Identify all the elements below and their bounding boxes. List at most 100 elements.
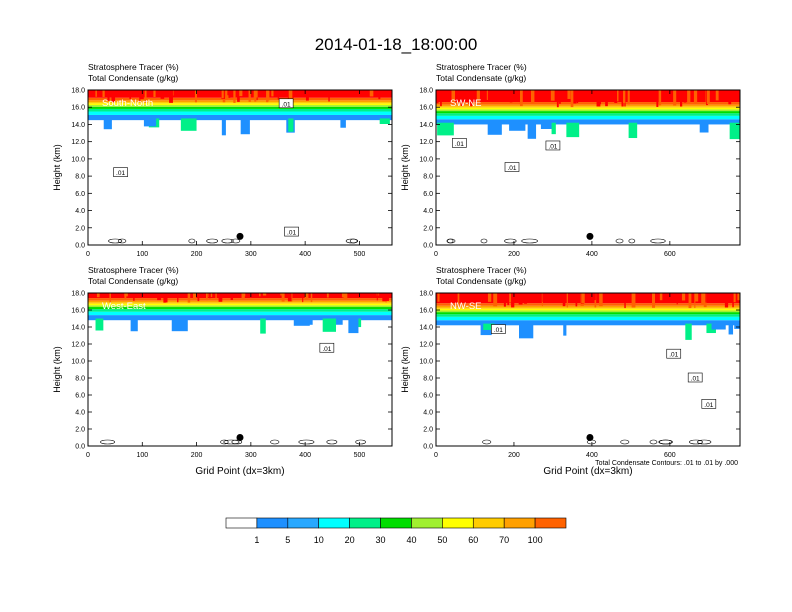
location-marker	[236, 232, 244, 240]
colorbar-swatch	[380, 517, 412, 529]
tracer-streak	[310, 293, 313, 303]
y-tick-label: 0.0	[75, 243, 85, 250]
y-tick-label: 12.0	[71, 139, 85, 146]
location-marker	[586, 434, 594, 441]
tracer-streak	[524, 293, 527, 304]
tracer-dip	[95, 318, 104, 331]
tracer-streak	[343, 293, 348, 300]
tracer-streak	[486, 90, 488, 100]
colorbar-label: 20	[345, 535, 355, 545]
tracer-dip	[540, 122, 553, 129]
tracer-streak	[581, 293, 585, 304]
tracer-streak	[231, 293, 234, 298]
tracer-band	[436, 102, 740, 105]
tracer-band	[88, 303, 392, 306]
x-tick-label: 400	[586, 251, 598, 258]
plot-frame	[87, 292, 393, 447]
condensate-contour	[521, 238, 538, 244]
y-tick-label: 18.0	[71, 291, 85, 298]
contour-label-box	[113, 167, 128, 177]
x-tick-label: 200	[508, 452, 520, 459]
panel-west-east: .01 Stratosphere Tracer (%)Total Condensa…	[52, 265, 393, 477]
tracer-streak	[693, 90, 698, 103]
tracer-streak	[518, 293, 523, 305]
tracer-streak	[378, 90, 381, 100]
x-tick-label: 0	[86, 251, 90, 258]
tracer-streak	[382, 293, 386, 302]
x-tick-label: 600	[664, 452, 676, 459]
condensate-contour	[231, 439, 243, 445]
panel-label: SW-NE	[450, 98, 482, 109]
y-tick-label: 4.0	[75, 410, 85, 417]
tracer-dip	[711, 323, 726, 330]
y-tick-label: 6.0	[423, 393, 433, 400]
x-tick-label: 400	[586, 452, 598, 459]
y-tick-label: 2.0	[423, 427, 433, 434]
tracer-streak	[153, 90, 156, 98]
tracer-streak	[520, 90, 523, 107]
tracer-dip	[563, 323, 567, 336]
tracer-streak	[487, 293, 492, 302]
plot-frame	[435, 292, 741, 447]
tracer-streak	[117, 293, 120, 297]
condensate-contour	[118, 238, 127, 244]
tracer-dip	[329, 318, 343, 325]
x-tick-label: 300	[245, 452, 257, 459]
y-tick-label: 10.0	[419, 359, 433, 366]
tracer-band	[88, 108, 392, 112]
tracer-streak	[570, 90, 574, 108]
tracer-streak	[476, 90, 480, 103]
tracer-streak	[256, 293, 260, 297]
tracer-dip	[180, 118, 197, 131]
x-tick-label: 400	[299, 251, 311, 258]
tracer-streak	[706, 90, 710, 105]
y-tick-label: 2.0	[75, 225, 85, 232]
tracer-streak	[621, 90, 624, 107]
colorbar-label: 1	[254, 535, 259, 545]
tracer-streak	[169, 90, 173, 103]
colorbar-swatch	[411, 517, 443, 529]
tracer-band	[436, 316, 740, 321]
tracer-streak	[266, 90, 269, 103]
tracer-band	[88, 100, 392, 103]
tracer-streak	[225, 90, 229, 101]
contour-label: .01	[494, 327, 503, 334]
x-tick-label: 100	[136, 452, 148, 459]
tracer-dip	[340, 118, 346, 128]
tracer-dip	[706, 323, 716, 334]
tracer-streak	[139, 90, 144, 100]
tracer-band	[88, 97, 392, 101]
colorbar-swatch	[287, 517, 320, 529]
tracer-streak	[165, 293, 168, 303]
tracer-streak	[221, 90, 224, 99]
tracer-streak	[96, 293, 100, 298]
tracer-band	[436, 312, 740, 315]
tracer-streak	[95, 90, 97, 97]
condensate-contour	[188, 238, 196, 244]
tracer-streak	[281, 293, 285, 302]
tracer-band	[436, 111, 740, 114]
contour-label: .01	[282, 101, 291, 108]
y-tick-label: 8.0	[423, 174, 433, 181]
tracer-streak	[439, 293, 442, 303]
tracer-streak	[556, 90, 559, 108]
tracer-streak	[187, 293, 191, 303]
tracer-streak	[191, 293, 193, 298]
tracer-streak	[144, 90, 147, 103]
y-tick-label: 14.0	[71, 122, 85, 129]
tracer-streak	[157, 293, 161, 301]
tracer-dip	[487, 122, 502, 135]
tracer-streak	[126, 90, 130, 96]
panel-header-condensate: Total Condensate (g/kg)	[88, 73, 178, 83]
tracer-streak	[304, 293, 309, 301]
condensate-contour	[206, 238, 219, 244]
figure-title: 2014-01-18_18:00:00	[315, 35, 478, 54]
tracer-streak	[233, 90, 236, 103]
tracer-dip	[130, 318, 138, 332]
tracer-dip	[734, 323, 740, 329]
tracer-streak	[376, 293, 378, 301]
panel-label: NW-SE	[450, 301, 482, 312]
colorbar-label: 70	[499, 535, 509, 545]
